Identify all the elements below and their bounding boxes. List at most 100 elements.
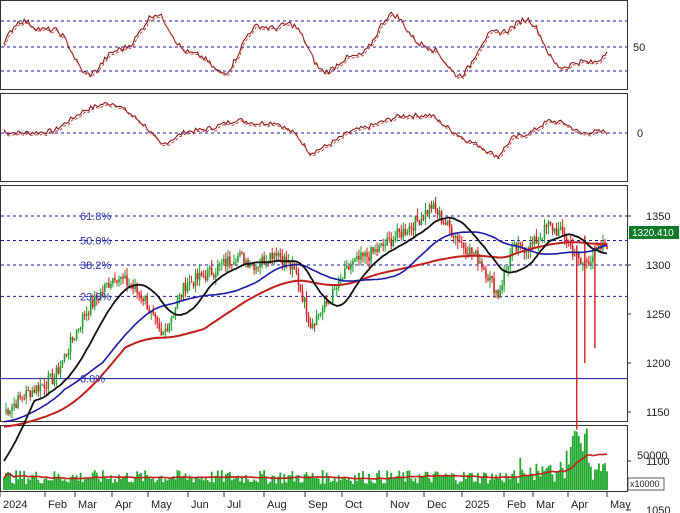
volume-bar: [212, 482, 215, 490]
volume-bar: [33, 476, 36, 490]
price-tick-label-1200: 1200: [646, 358, 670, 370]
volume-bar: [527, 474, 530, 490]
volume-bar: [406, 470, 409, 490]
volume-bar: [299, 482, 302, 490]
candle-body: [430, 205, 433, 209]
volume-bar: [541, 466, 544, 490]
volume-bar: [55, 478, 58, 490]
volume-bar: [182, 475, 185, 490]
volume-bar: [130, 481, 132, 490]
candle-body: [531, 242, 534, 245]
candle-body: [271, 253, 274, 259]
volume-bar: [321, 470, 324, 490]
volume-bar: [559, 461, 562, 490]
volume-bar: [430, 482, 433, 490]
last-price-background: [629, 226, 679, 239]
candle-body: [479, 261, 481, 264]
candle-body: [212, 275, 215, 278]
candle-body: [551, 224, 554, 232]
candle-body: [545, 224, 548, 227]
volume-bar: [214, 475, 217, 490]
volume-bar: [360, 479, 362, 490]
candle-body: [43, 384, 46, 388]
volume-bar: [249, 481, 251, 490]
volume-bar: [67, 482, 70, 490]
moving-average-long: [3, 241, 608, 428]
candle-body: [265, 262, 267, 265]
candle-body: [348, 266, 350, 270]
candle-body: [261, 256, 263, 265]
volume-bar: [543, 470, 546, 490]
volume-bar: [31, 474, 34, 490]
candle-body: [19, 395, 21, 398]
candle-body: [273, 253, 276, 259]
volume-bar: [519, 458, 522, 490]
volume-bar: [43, 478, 46, 490]
candle-body: [557, 229, 560, 236]
candle-body: [79, 327, 82, 330]
candle-body: [17, 395, 19, 408]
candle-body: [297, 272, 300, 285]
candle-body: [398, 228, 401, 232]
candle-body: [426, 210, 429, 215]
candle-body: [229, 256, 231, 265]
candle-body: [307, 315, 310, 323]
candle-body: [507, 266, 509, 270]
candle-body: [533, 236, 536, 245]
candle-body: [378, 245, 380, 252]
volume-bar: [289, 475, 292, 490]
price-tick-label-1350: 1350: [646, 211, 670, 223]
volume-bar: [438, 476, 441, 490]
candle-body: [156, 317, 159, 323]
volume-bar: [267, 483, 270, 490]
candle-body: [245, 260, 247, 264]
candle-body: [311, 324, 314, 329]
candle-body: [87, 313, 90, 315]
volume-bar: [325, 472, 328, 490]
volume-bar: [41, 483, 44, 490]
volume-bar: [323, 483, 326, 490]
candle-body: [368, 256, 370, 261]
volume-bar: [79, 472, 82, 490]
volume-bar: [140, 473, 143, 490]
volume-bar: [176, 470, 179, 490]
candle-body: [303, 297, 306, 302]
volume-bar: [525, 475, 528, 490]
candle-body: [174, 308, 177, 316]
volume-bar: [255, 480, 257, 490]
x-tick-label-Mar: Mar: [536, 499, 555, 511]
candle-body: [366, 252, 368, 257]
moving-average-mid: [3, 231, 608, 423]
volume-bar: [356, 480, 358, 490]
candle-body: [495, 290, 497, 294]
candle-body: [458, 241, 461, 243]
candle-body: [515, 243, 518, 251]
volume-bar: [192, 482, 195, 490]
candle-body: [53, 378, 56, 385]
candle-body: [49, 373, 52, 376]
volume-bar: [362, 471, 364, 490]
candle-body: [333, 288, 336, 290]
volume-bar: [380, 479, 383, 490]
candle-body: [539, 238, 542, 241]
candle-body: [382, 243, 384, 246]
volume-bar: [606, 471, 608, 490]
candle-body: [460, 241, 463, 243]
candle-body: [549, 221, 552, 225]
volume-bar: [489, 479, 491, 490]
candle-body: [223, 258, 225, 264]
candle-body: [225, 258, 227, 267]
volume-bar: [483, 472, 485, 490]
candle-body: [214, 274, 217, 278]
candle-body: [158, 322, 161, 329]
volume-bar: [444, 473, 447, 490]
candle-body: [57, 367, 60, 374]
volume-bar: [420, 475, 423, 490]
candle-body: [154, 313, 157, 318]
volume-bar: [164, 478, 167, 490]
volume-bar: [51, 480, 54, 490]
x-tick-label-Oct: Oct: [345, 499, 362, 511]
candle-body: [134, 285, 136, 290]
volume-bar: [184, 473, 187, 490]
volume-bar: [146, 474, 149, 490]
